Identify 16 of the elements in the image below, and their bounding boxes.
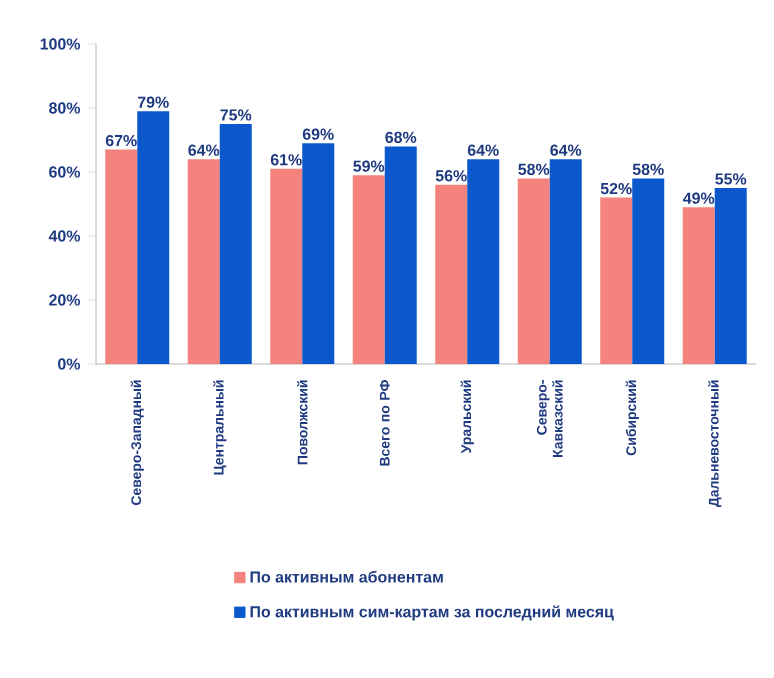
bar	[270, 168, 303, 364]
bar	[352, 175, 385, 364]
bar	[600, 197, 633, 364]
bar	[105, 149, 138, 364]
bar	[384, 146, 417, 364]
bar	[682, 207, 715, 364]
bar	[187, 159, 220, 364]
bar	[219, 124, 252, 364]
bar	[137, 111, 170, 364]
bar	[714, 188, 747, 364]
bar	[549, 159, 582, 364]
bar	[467, 159, 500, 364]
bar	[517, 178, 550, 364]
bar	[435, 184, 468, 364]
bar	[632, 178, 665, 364]
bar	[302, 143, 335, 364]
